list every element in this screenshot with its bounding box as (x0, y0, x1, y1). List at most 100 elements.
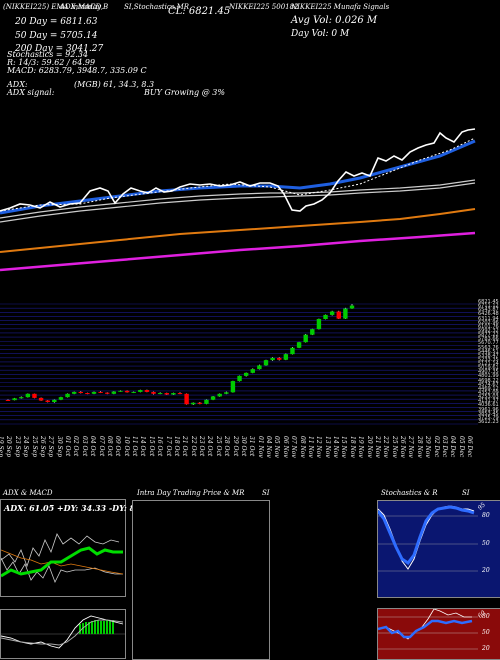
date-axis-label: 19 Nov (357, 436, 365, 458)
candle-body (85, 393, 90, 395)
price-axis-label: 4352.09 (478, 390, 499, 397)
adx-value: (MGB) 61, 34.3, 8.3 (74, 80, 155, 89)
candle-body (283, 354, 289, 360)
price-axis-label: 5670.77 (478, 340, 499, 347)
ema20-label: 20 Day = 6811.63 (15, 17, 98, 27)
date-axis-label: 07 Nov (290, 436, 298, 458)
candle-body (184, 393, 189, 405)
candle (283, 353, 289, 361)
date-axis-label: 14 Nov (332, 436, 339, 458)
candle-body (71, 391, 77, 394)
date-axis-label: 24 Sep (22, 436, 30, 458)
stoch-si-label: SI (462, 489, 470, 497)
price-axis-label: 5446.51 (478, 348, 499, 355)
candle (323, 314, 328, 320)
candle-body (277, 357, 282, 360)
adx-lines (1, 533, 124, 583)
ema-chart (0, 128, 476, 272)
candle-body (329, 311, 335, 315)
price-axis-label: 4469.12 (478, 385, 499, 392)
candle (237, 375, 242, 382)
date-axis-label: 29 Nov (424, 436, 432, 458)
date-axis-label: 12 Nov (315, 436, 323, 458)
ema-dotted-line (0, 137, 476, 212)
adx-macd-tag: ADX,MACD,B (60, 3, 109, 11)
date-axis-label: 18 Oct (172, 436, 180, 457)
stochastics-value: Stochastics = 92.34 (7, 50, 89, 59)
candle (32, 393, 37, 399)
candle-body (25, 393, 31, 398)
stoch-lower-tick-20: 20 (482, 645, 490, 652)
price-axis-label: 4907.35 (478, 369, 499, 376)
candle (343, 307, 348, 320)
stoch-lower-tick-50: 50 (482, 629, 490, 636)
candle-body (191, 402, 196, 405)
date-axis-label: 11 Nov (306, 436, 314, 458)
intraday-si-label: SI (262, 489, 270, 497)
candle-body (171, 393, 176, 395)
date-axis-label: 14 Oct (139, 436, 147, 457)
candle-body (217, 393, 222, 397)
index-tag: NIKKEI225 Munafa Signals (291, 3, 390, 11)
date-axis-label: 08 Nov (298, 436, 306, 458)
candle (118, 390, 123, 392)
candle (210, 396, 216, 401)
date-axis-label: 22 Nov (382, 436, 390, 458)
candle (270, 357, 275, 361)
candle (19, 396, 24, 399)
date-axis-label: 05 Dec (457, 436, 465, 458)
candle-body (45, 400, 50, 403)
candle (91, 391, 97, 395)
stoch-upper-tick-20: 20 (482, 567, 490, 574)
adx-label: ADX: (7, 80, 28, 89)
price-axis-label: 6101.76 (478, 323, 499, 330)
candle-body (243, 372, 249, 376)
date-axis-label: 24 Oct (206, 436, 214, 457)
candle-body (144, 390, 150, 392)
date-axis-label: 17 Oct (164, 436, 172, 457)
stoch-panel-title: Stochastics & R (381, 489, 438, 497)
price-axis-label: 5233.35 (478, 356, 499, 363)
price-axis-label: 4131.37 (478, 398, 499, 405)
candle-body (263, 360, 269, 366)
candle-body (91, 391, 97, 394)
code-tag: NIKKEI225 500182 (229, 3, 299, 11)
candle-body (131, 391, 136, 393)
price-axis-label: 3853.45 (478, 410, 499, 417)
price-axis-label: 6711.12 (478, 303, 499, 310)
candle-body (98, 391, 103, 393)
stoch-upper-value: 95 (476, 501, 487, 512)
candle-body (210, 396, 216, 400)
date-axis-label: 29 Oct (231, 436, 239, 457)
ema50-label: 50 Day = 5705.14 (15, 31, 98, 41)
candle-body (250, 369, 255, 373)
candle-body (296, 342, 302, 348)
candle (263, 359, 269, 366)
candle-body (19, 397, 24, 399)
candlestick-chart (0, 303, 478, 425)
candle (349, 304, 355, 309)
candle (204, 399, 209, 405)
price-axis-label: 3961.96 (478, 406, 499, 413)
stoch-upper-tick-80: 80 (482, 512, 490, 519)
price-axis-label: 3725.79 (478, 414, 499, 421)
candle (277, 357, 282, 361)
candle-body (38, 397, 44, 401)
price-axis-label: 5877.22 (478, 332, 499, 339)
close-price: CL: 6821.45 (168, 6, 231, 17)
ema-orange-line (0, 208, 476, 253)
date-axis-label: 20 Sep (5, 436, 13, 458)
candle-body (111, 391, 117, 394)
date-axis-label: 15 Oct (147, 436, 155, 457)
stoch-tag: SI,Stochastics,MR (124, 3, 190, 11)
candle-body (105, 392, 110, 394)
price-axis-label: 5992.32 (478, 327, 499, 334)
price-axis-label: 6426.48 (478, 311, 499, 318)
date-axis-label: 01 Oct (64, 436, 71, 457)
date-axis-label: 22 Oct (189, 436, 197, 457)
price-axis-label: 6821.45 (478, 299, 499, 305)
date-axis-label: 23 Sep (13, 436, 21, 458)
candle-body (32, 393, 37, 398)
ticker-tag: (NIKKEI225) EMA Intraday (3, 3, 102, 11)
macd-panel (0, 609, 126, 659)
